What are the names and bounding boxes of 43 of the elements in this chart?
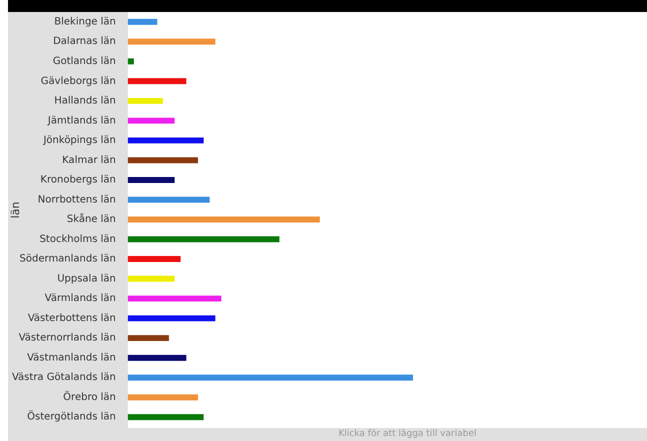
y-tick-label: Uppsala län — [57, 273, 116, 284]
bar — [128, 354, 186, 361]
bar — [128, 296, 222, 302]
y-tick-label: Blekinge län — [54, 16, 116, 28]
bar — [128, 236, 280, 242]
bar — [128, 196, 210, 203]
y-tick-label: Östergötlands län — [27, 410, 116, 423]
bar — [128, 157, 198, 164]
bar — [128, 118, 175, 124]
bar — [128, 18, 158, 25]
y-tick-label: Gotlands län — [52, 56, 116, 67]
bar — [128, 256, 181, 262]
y-tick-label: Dalarnas län — [53, 36, 116, 48]
y-tick-label: Kalmar län — [62, 154, 116, 166]
bar — [128, 38, 216, 45]
y-tick-label: Norrbottens län — [38, 194, 116, 206]
y-tick-label: Värmlands län — [44, 293, 116, 304]
y-tick-label: Västra Götalands län — [12, 372, 116, 384]
y-tick-label: Västmanlands län — [27, 352, 116, 364]
y-axis-title: län — [8, 200, 23, 220]
y-tick-label: Södermanlands län — [20, 254, 116, 265]
y-tick-label: Gävleborgs län — [40, 76, 116, 87]
bar — [128, 176, 175, 183]
bar — [128, 315, 216, 322]
y-tick-label: Kronobergs län — [40, 174, 116, 186]
bar — [128, 78, 186, 84]
y-tick-label: Jämtlands län — [46, 115, 116, 126]
bar — [128, 414, 204, 420]
bar — [128, 137, 204, 144]
y-tick-label: Västerbottens län — [28, 312, 116, 324]
bar — [128, 374, 413, 381]
y-tick-label: Stockholms län — [40, 234, 116, 245]
bar — [128, 98, 163, 104]
bar — [128, 216, 320, 222]
y-tick-label: Västernorrlands län — [18, 332, 116, 344]
bar — [128, 276, 175, 282]
y-tick-label: Jönköpings län — [42, 135, 116, 146]
bar — [128, 335, 169, 342]
y-tick-label: Skåne län — [66, 213, 116, 226]
y-tick-label: Hallands län — [54, 96, 116, 107]
bar — [128, 58, 134, 64]
bar — [128, 394, 198, 400]
y-tick-label: Örebro län — [63, 390, 116, 403]
